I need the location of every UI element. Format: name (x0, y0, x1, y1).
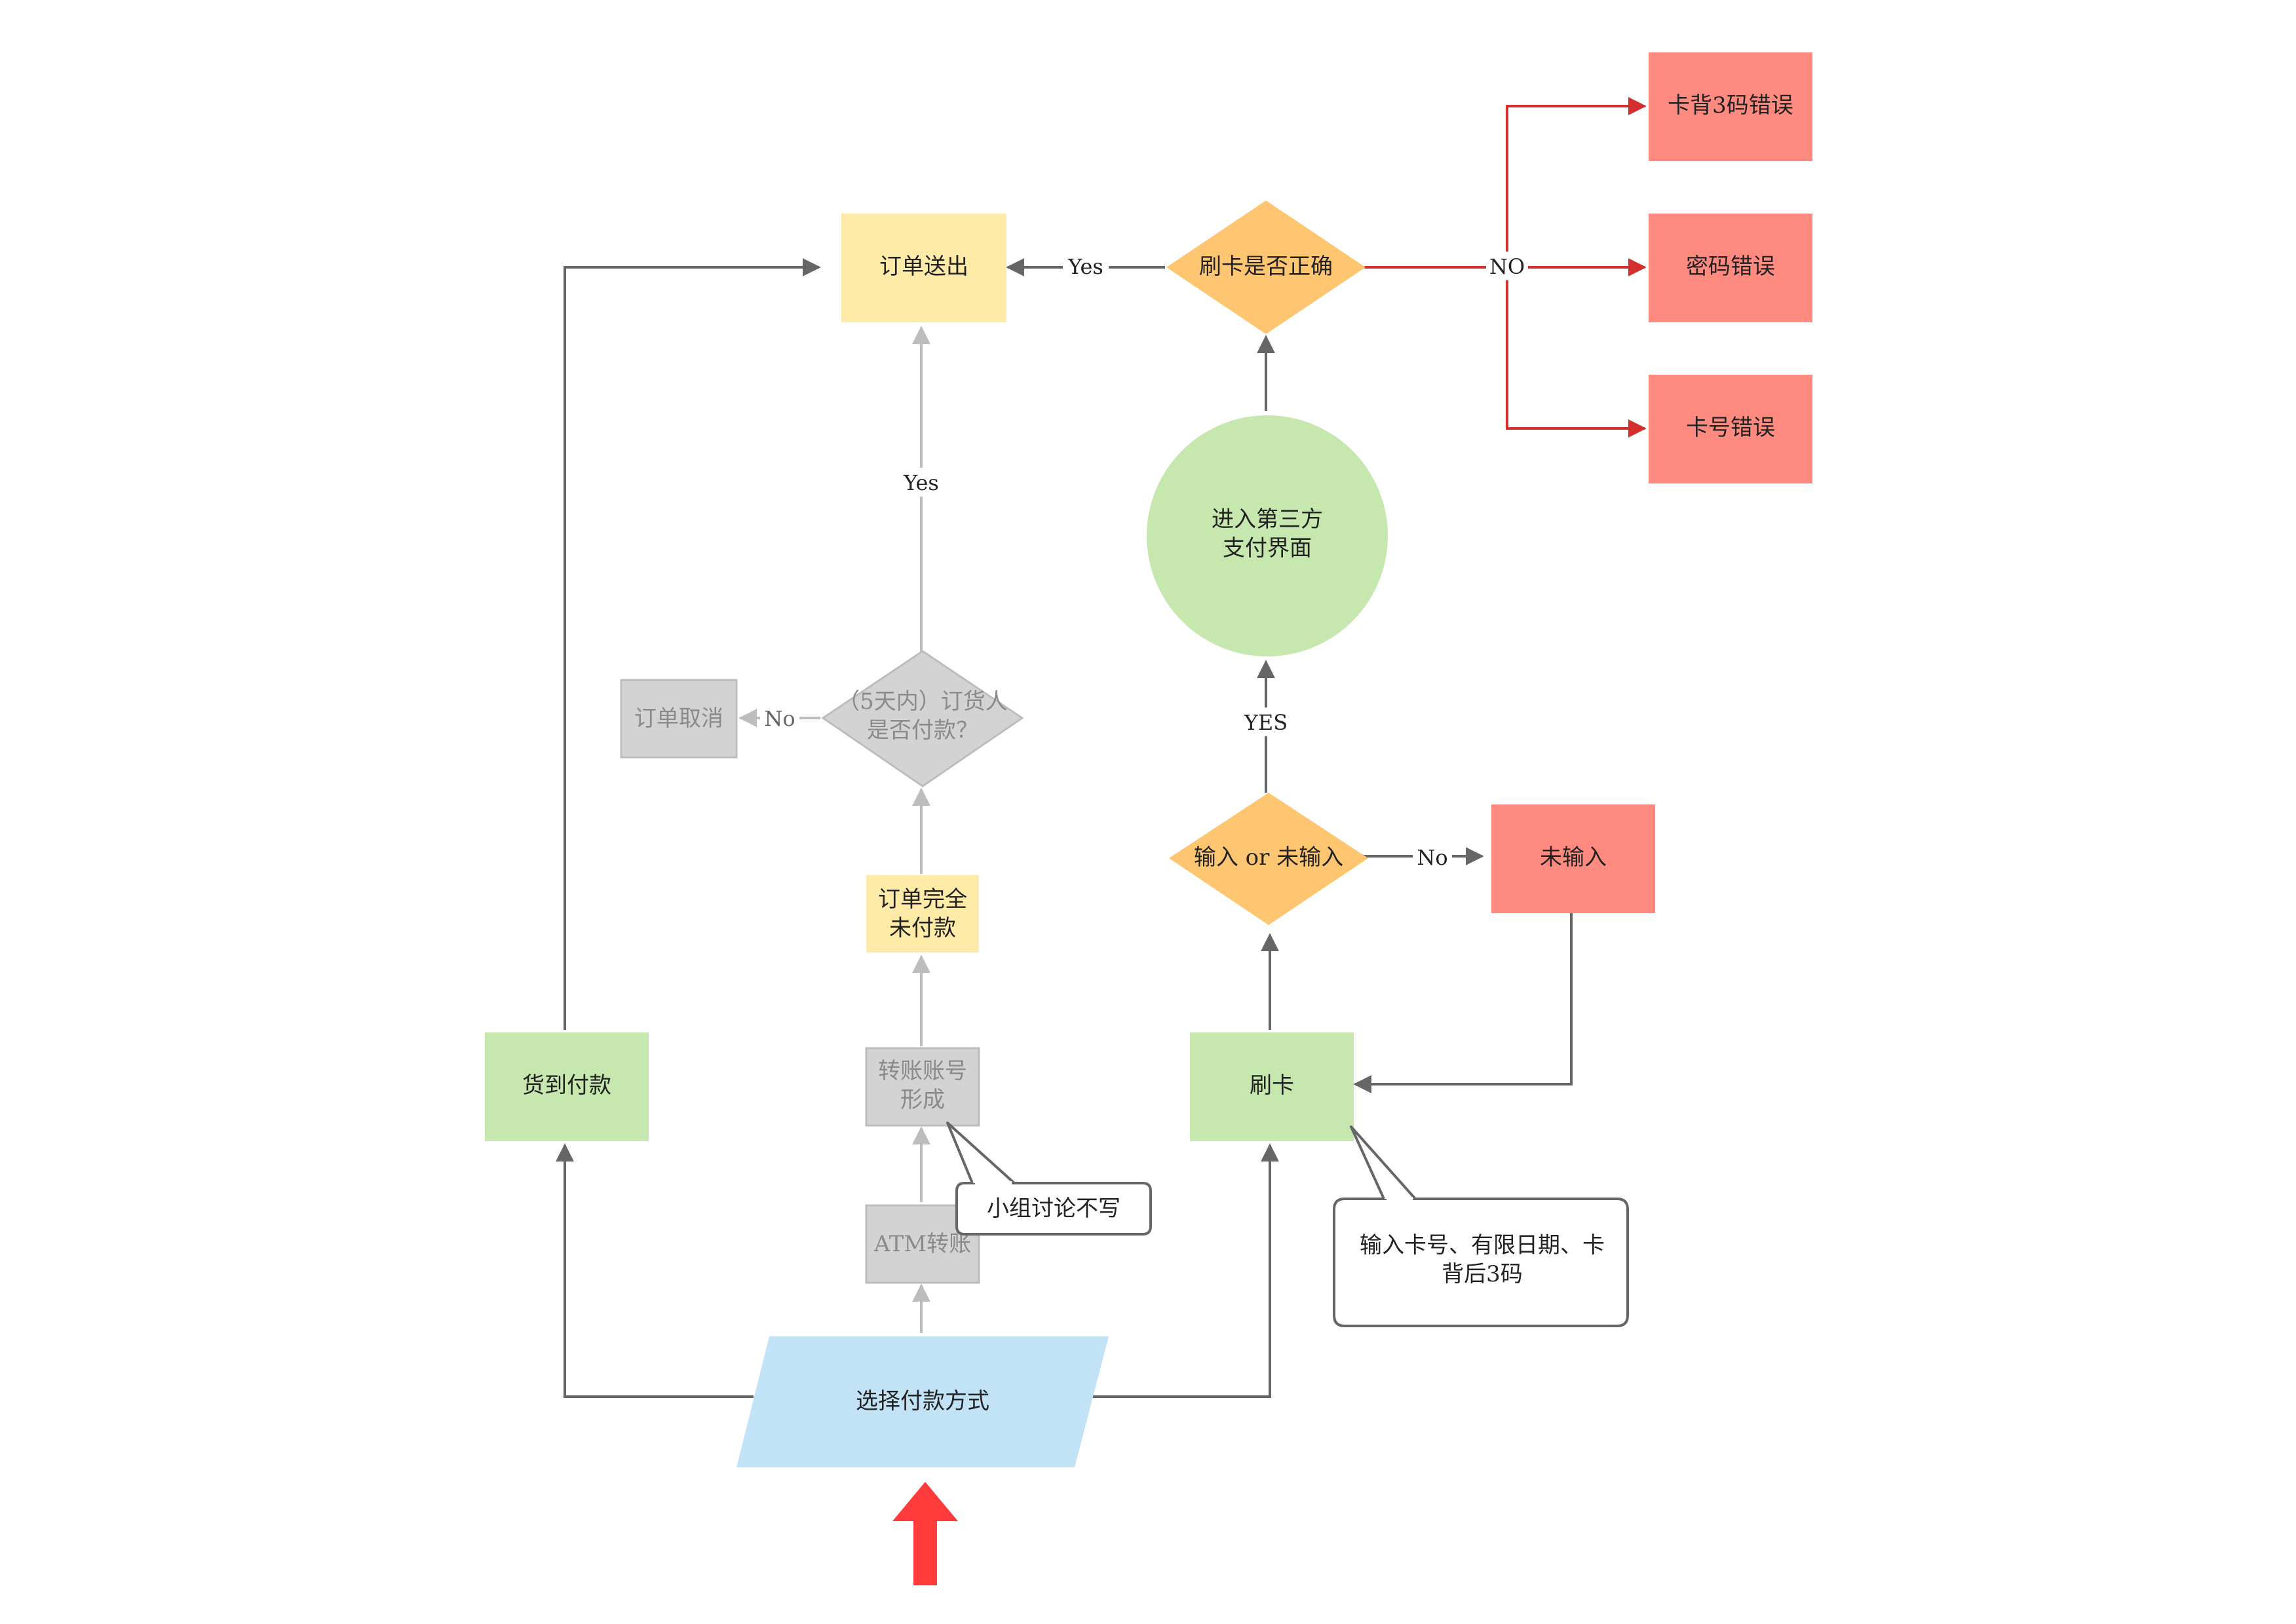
edge-to-card-number-error (1506, 267, 1647, 438)
node-unpaid-label-2: 未付款 (889, 915, 956, 941)
node-third-party-payment: 进入第三方 支付界面 (1147, 415, 1388, 656)
node-not-input: 未输入 (1491, 804, 1655, 913)
node-order-cancel: 订单取消 (620, 679, 738, 759)
edge-labels: Yes NO Yes No YES No (760, 252, 1528, 871)
node-order-unpaid: 订单完全 未付款 (866, 875, 979, 953)
edge-cod-to-order-sent (564, 258, 821, 1030)
edge-to-cvv-error (1506, 97, 1647, 267)
node-order-sent-label: 订单送出 (879, 254, 968, 280)
callout-card-input-text-1: 输入卡号、有限日期、卡 (1360, 1232, 1605, 1258)
node-swipe-card-label: 刷卡 (1250, 1072, 1294, 1099)
node-card-number-error: 卡号错误 (1649, 375, 1812, 483)
node-unpaid-label-1: 订单完全 (878, 886, 967, 913)
node-cod-label: 货到付款 (522, 1072, 611, 1099)
callout-card-input-text-2: 背后3码 (1442, 1261, 1523, 1287)
node-atm-label: ATM转账 (873, 1231, 971, 1257)
node-payment-check-label-1: （5天内）订货人 (837, 689, 1008, 715)
label-yes-pay-check: Yes (903, 470, 939, 495)
node-cvv-error-label: 卡背3码错误 (1668, 92, 1793, 119)
node-not-input-label: 未输入 (1540, 844, 1607, 871)
node-cash-on-delivery: 货到付款 (485, 1032, 649, 1141)
edge-choose-to-swipe (1090, 1143, 1279, 1398)
label-yes-input: YES (1244, 710, 1288, 735)
edge-choose-to-cod (556, 1143, 754, 1398)
node-password-error-label: 密码错误 (1686, 254, 1775, 280)
node-choose-payment: 选择付款方式 (737, 1336, 1109, 1467)
node-card-correct-decision: 刷卡是否正确 (1166, 200, 1366, 334)
node-third-party-label-2: 支付界面 (1223, 535, 1312, 561)
node-cvv-error: 卡背3码错误 (1649, 52, 1812, 161)
label-no-cancel: No (764, 706, 795, 731)
node-card-number-error-label: 卡号错误 (1686, 415, 1775, 441)
callout-group-discussion: 小组讨论不写 (946, 1122, 1152, 1236)
label-yes-card-to-order: Yes (1067, 254, 1103, 279)
node-payment-check-label-2: 是否付款？ (867, 717, 978, 744)
node-order-sent: 订单送出 (841, 214, 1006, 322)
edge-not-input-to-swipe (1353, 912, 1573, 1093)
node-input-decision-label: 输入 or 未输入 (1194, 844, 1343, 871)
callout-group-discussion-text: 小组讨论不写 (987, 1196, 1120, 1222)
node-card-correct-label: 刷卡是否正确 (1199, 254, 1333, 280)
callout-card-input: 输入卡号、有限日期、卡 背后3码 (1333, 1125, 1629, 1327)
node-transfer-label-2: 形成 (900, 1087, 945, 1113)
node-payment-check-decision: （5天内）订货人 是否付款？ (821, 650, 1024, 787)
node-transfer-label-1: 转账账号 (878, 1058, 967, 1084)
node-third-party-label-1: 进入第三方 (1212, 506, 1323, 533)
label-no-errors: NO (1489, 254, 1525, 279)
start-arrow (892, 1482, 958, 1585)
node-transfer-account: 转账账号 形成 (865, 1047, 980, 1127)
node-order-cancel-label: 订单取消 (634, 706, 723, 732)
label-no-input: No (1417, 845, 1447, 870)
node-password-error: 密码错误 (1649, 214, 1812, 322)
node-swipe-card: 刷卡 (1190, 1032, 1354, 1141)
node-input-decision: 输入 or 未输入 (1169, 793, 1368, 925)
node-choose-payment-label: 选择付款方式 (856, 1388, 989, 1414)
